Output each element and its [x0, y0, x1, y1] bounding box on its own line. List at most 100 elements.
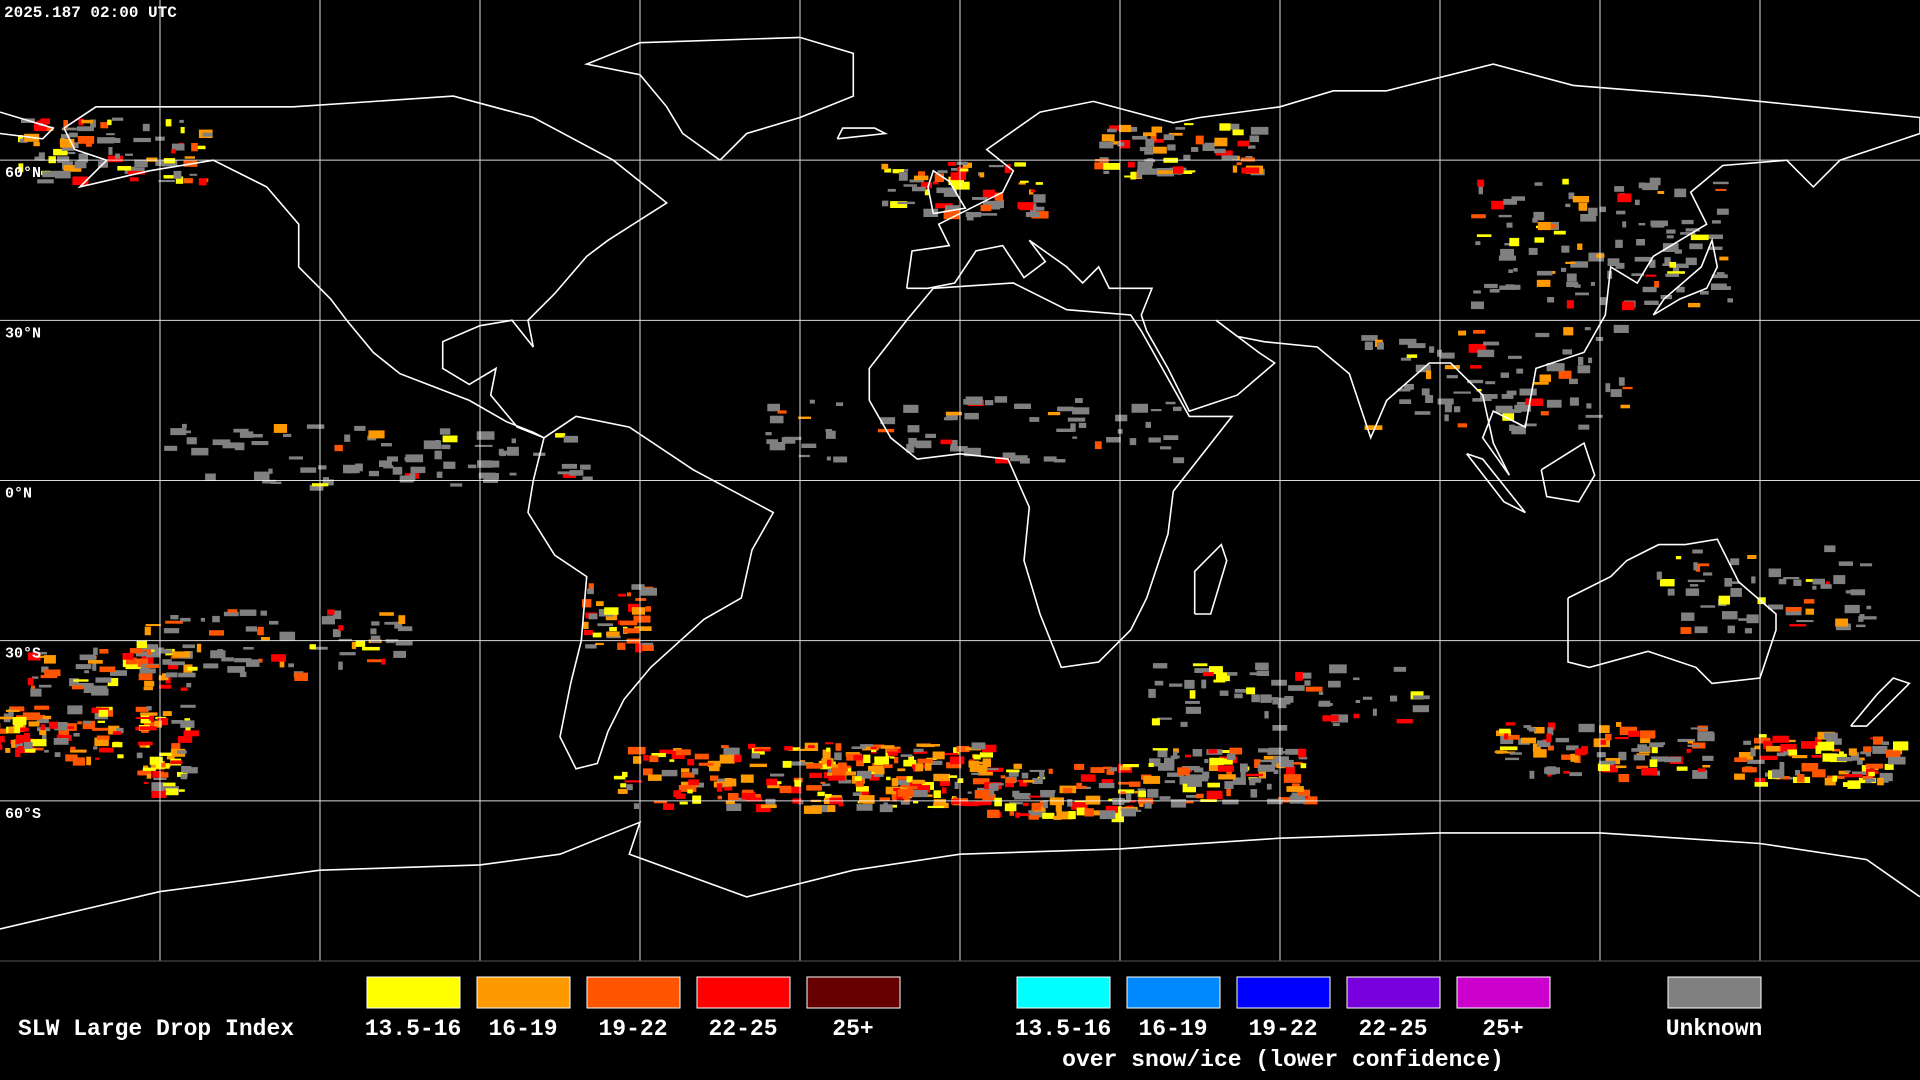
cloud-patch	[1130, 171, 1136, 180]
cloud-patch	[977, 769, 993, 776]
cloud-patch	[823, 772, 829, 779]
cloud-patch	[967, 791, 972, 794]
cloud-patch	[239, 431, 254, 438]
cloud-patch	[588, 583, 594, 589]
cloud-patch	[1792, 755, 1808, 759]
cloud-patch	[1801, 741, 1818, 749]
cloud-patch	[687, 789, 693, 794]
cloud-patch	[108, 147, 113, 155]
cloud-patch	[1776, 752, 1786, 757]
cloud-patch	[633, 615, 651, 623]
cloud-patch	[283, 433, 292, 438]
cloud-patch	[1031, 802, 1041, 811]
cloud-patch	[1106, 769, 1115, 775]
cloud-patch	[909, 179, 925, 183]
cloud-patch	[1263, 755, 1279, 760]
cloud-patch	[620, 620, 638, 626]
cloud-patch	[1329, 664, 1347, 674]
cloud-patch	[1687, 740, 1693, 744]
cloud-patch	[127, 170, 146, 175]
cloud-patch	[1136, 169, 1142, 179]
cloud-patch	[145, 651, 161, 658]
cloud-patch	[880, 417, 896, 425]
cloud-patch	[294, 672, 308, 681]
cloud-patch	[170, 428, 187, 436]
cloud-patch	[1407, 343, 1426, 349]
cloud-patch	[476, 431, 495, 440]
cloud-patch	[1273, 769, 1279, 774]
cloud-patch	[82, 720, 96, 730]
cloud-patch	[93, 746, 98, 750]
cloud-patch	[1099, 141, 1114, 149]
cloud-patch	[73, 733, 80, 737]
cloud-patch	[1399, 399, 1412, 404]
cloud-patch	[135, 726, 143, 731]
cloud-patch	[1127, 161, 1135, 168]
cloud-patch	[825, 742, 834, 745]
cloud-patch	[915, 763, 924, 772]
cloud-patch	[585, 644, 597, 649]
cloud-patch	[649, 755, 659, 763]
cloud-patch	[1075, 398, 1083, 403]
cloud-patch	[1692, 549, 1703, 554]
cloud-patch	[775, 781, 782, 785]
cloud-patch	[1483, 341, 1500, 346]
cloud-patch	[81, 119, 93, 124]
cloud-patch	[620, 783, 627, 788]
cloud-patch	[79, 654, 96, 661]
cloud-patch	[233, 428, 249, 433]
cloud-patch	[1700, 605, 1716, 608]
cloud-patch	[83, 720, 92, 724]
cloud-patch	[1859, 757, 1865, 761]
cloud-patch	[173, 170, 182, 179]
cloud-patch	[77, 721, 82, 725]
cloud-patch	[1234, 693, 1243, 699]
cloud-patch	[145, 624, 161, 627]
cloud-patch	[1476, 234, 1492, 237]
cloud-patch	[879, 804, 893, 813]
cloud-patch	[727, 793, 739, 801]
cloud-patch	[1152, 139, 1164, 143]
cloud-patch	[110, 670, 127, 676]
coastline	[527, 415, 775, 770]
cloud-patch	[1662, 263, 1671, 266]
cloud-patch	[908, 437, 917, 447]
cloud-patch	[643, 768, 653, 776]
cloud-patch	[1660, 579, 1675, 587]
cloud-patch	[1850, 752, 1860, 761]
cloud-patch	[1192, 663, 1208, 667]
cloud-patch	[1157, 170, 1174, 174]
legend-swatch	[806, 976, 901, 1009]
cloud-patch	[1218, 774, 1236, 780]
cloud-patch	[1783, 751, 1789, 756]
cloud-patch	[1859, 614, 1865, 617]
cloud-patch	[1501, 394, 1514, 399]
cloud-patch	[1570, 753, 1579, 762]
cloud-patch	[788, 786, 802, 794]
cloud-patch	[1458, 330, 1467, 336]
cloud-patch	[162, 673, 169, 681]
cloud-patch	[381, 443, 392, 447]
cloud-patch	[1219, 123, 1231, 131]
cloud-patch	[1191, 147, 1199, 152]
cloud-patch	[37, 179, 54, 184]
cloud-patch	[262, 479, 276, 484]
legend-swatch	[1016, 976, 1111, 1009]
cloud-patch	[1477, 349, 1495, 358]
cloud-patch	[1649, 759, 1658, 768]
cloud-patch	[897, 780, 911, 786]
cloud-patch	[583, 621, 589, 629]
cloud-patch	[1112, 797, 1125, 805]
cloud-patch	[1637, 744, 1647, 751]
cloud-patch	[8, 727, 15, 734]
cloud-patch	[1718, 595, 1730, 605]
cloud-patch	[384, 621, 396, 625]
cloud-patch	[1173, 748, 1179, 753]
cloud-patch	[854, 776, 862, 781]
cloud-patch	[158, 180, 175, 183]
cloud-patch	[32, 747, 44, 751]
cloud-patch	[1622, 386, 1633, 390]
cloud-patch	[96, 735, 110, 740]
cloud-patch	[186, 682, 192, 688]
cloud-patch	[971, 772, 981, 775]
